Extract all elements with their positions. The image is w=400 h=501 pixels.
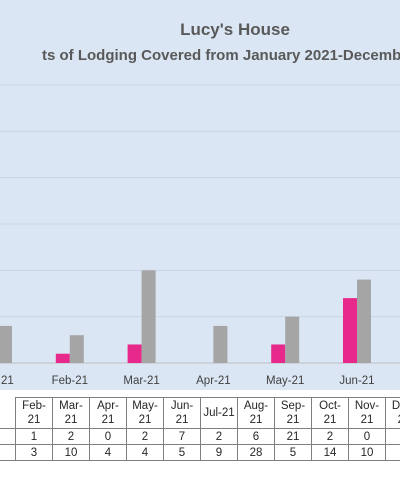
table-cell: 28 [237,444,275,461]
table-cell: 2 [126,428,164,445]
table-cell: 2 [311,428,349,445]
x-tick-label: Apr-21 [196,375,231,387]
table-header-cell: May- 21 [126,397,164,429]
table-header-cell: Oct- 21 [311,397,349,429]
table-header-cell: Feb- 21 [15,397,53,429]
table-cell: 5 [274,444,312,461]
table-cell: 9 [200,444,238,461]
table-cell: 7 [163,428,201,445]
data-table: Feb- 21 Mar- 21 Apr- 21 May- 21 Jun- 21 Jul-21 Aug-… [0,397,400,461]
table-cell: 5 [163,444,201,461]
table-cell: 4 [89,444,127,461]
table-cell [0,428,16,445]
table-cell: 1 [15,428,53,445]
table-cell: 21 [274,428,312,445]
bar-series1-Jun-21 [343,298,357,363]
x-tick-label: 21 [1,375,14,387]
table-cell: 4 [0,444,16,461]
table-cell: 1 [385,444,400,461]
table-cell: 10 [348,444,386,461]
table-header-row: Feb- 21 Mar- 21 Apr- 21 May- 21 Jun- 21 Jul-21 Aug-… [0,397,400,429]
table-cell: 0 [348,428,386,445]
table-cell: 3 [15,444,53,461]
bar-series1-May-21 [271,344,286,363]
table-header-cell: Nov- 21 [348,397,386,429]
chart-title: Lucy's House [180,20,290,39]
x-tick-label: Mar-21 [123,375,159,387]
table-cell: 10 [52,444,90,461]
table-header-cell: Sep- 21 [274,397,312,429]
table-header-cell: Aug- 21 [237,397,275,429]
bar-series1-Mar-21 [127,344,142,363]
table-header-cell: Apr- 21 [89,397,127,429]
table-header-cell: Jul-21 [200,397,238,429]
x-tick-label: Feb-21 [52,375,88,387]
bar-series2-Apr-21 [213,325,228,363]
chart-subtitle: ts of Lodging Covered from January 2021-… [42,47,400,64]
table-header-cell: Jun- 21 [163,397,201,429]
table-header-cell: Dec-21 [385,397,400,429]
x-tick-label: May-21 [266,375,304,387]
bar-series1-Feb-21 [55,353,70,363]
bar-series2-Mar-21 [141,270,156,363]
table-cell: 4 [126,444,164,461]
table-cell: 0 [385,428,400,445]
table-row-series-1: 120272621200 [0,428,400,445]
table-cell: 0 [89,428,127,445]
bar-chart: 21Feb-21Mar-21Apr-21May-21Jun-21Jul-21Au… [0,84,400,387]
plot-area [0,0,400,390]
bar-series2-Feb-21 [69,335,84,363]
x-tick-label: Jun-21 [339,375,374,387]
bar-series2-May-21 [285,316,300,363]
bar-series2-Jun-21 [357,279,371,363]
table-cell: 2 [52,428,90,445]
table-row-series-2: 4310445928514101 [0,444,400,461]
table-cell: 6 [237,428,275,445]
table-corner [0,398,16,429]
table-header-cell: Mar- 21 [52,397,90,429]
table-cell: 2 [200,428,238,445]
bar-series2-Jan-21 [0,325,12,363]
table-cell: 14 [311,444,349,461]
